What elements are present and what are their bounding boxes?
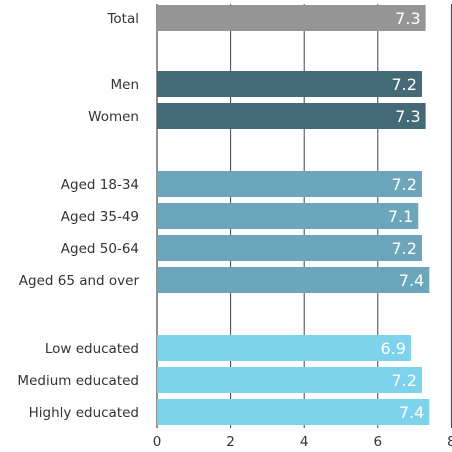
bar-value-label: 6.9 — [380, 339, 405, 358]
x-tick-label: 2 — [226, 434, 235, 450]
bar-value-label: 7.3 — [395, 107, 420, 126]
x-tick-label: 8 — [447, 434, 452, 450]
bar — [157, 71, 422, 97]
category-label: Aged 65 and over — [19, 273, 140, 289]
bar — [157, 399, 430, 425]
category-label: Aged 18-34 — [61, 177, 139, 193]
bar — [157, 203, 419, 229]
bar — [157, 171, 422, 197]
x-axis: 0 2 4 6 8 — [153, 434, 452, 450]
bar — [157, 103, 426, 129]
category-label: Women — [88, 109, 139, 125]
bar-value-label: 7.4 — [399, 271, 424, 290]
category-label: Medium educated — [17, 373, 139, 389]
x-tick-label: 4 — [300, 434, 309, 450]
bar-value-label: 7.1 — [388, 207, 413, 226]
x-tick-label: 6 — [374, 434, 383, 450]
bar-value-label: 7.2 — [392, 239, 417, 258]
bar — [157, 367, 422, 393]
category-label: Low educated — [45, 341, 139, 357]
bar-value-label: 7.2 — [392, 75, 417, 94]
category-label: Aged 50-64 — [61, 241, 139, 257]
category-label: Men — [110, 77, 139, 93]
bars: 7.3 7.2 7.3 7.2 7.1 7.2 7.4 6.9 7.2 7.4 — [157, 5, 430, 425]
bar-value-label: 7.2 — [392, 175, 417, 194]
bar — [157, 235, 422, 261]
bar-value-label: 7.4 — [399, 403, 424, 422]
category-labels: Total Men Women Aged 18-34 Aged 35-49 Aged 50… — [17, 11, 139, 421]
bar-value-label: 7.3 — [395, 9, 420, 28]
bar — [157, 335, 411, 361]
category-label: Aged 35-49 — [61, 209, 139, 225]
category-label: Highly educated — [29, 405, 139, 421]
bar — [157, 5, 426, 31]
bar — [157, 267, 430, 293]
x-tick-label: 0 — [153, 434, 162, 450]
bar-value-label: 7.2 — [392, 371, 417, 390]
category-label: Total — [106, 11, 139, 27]
